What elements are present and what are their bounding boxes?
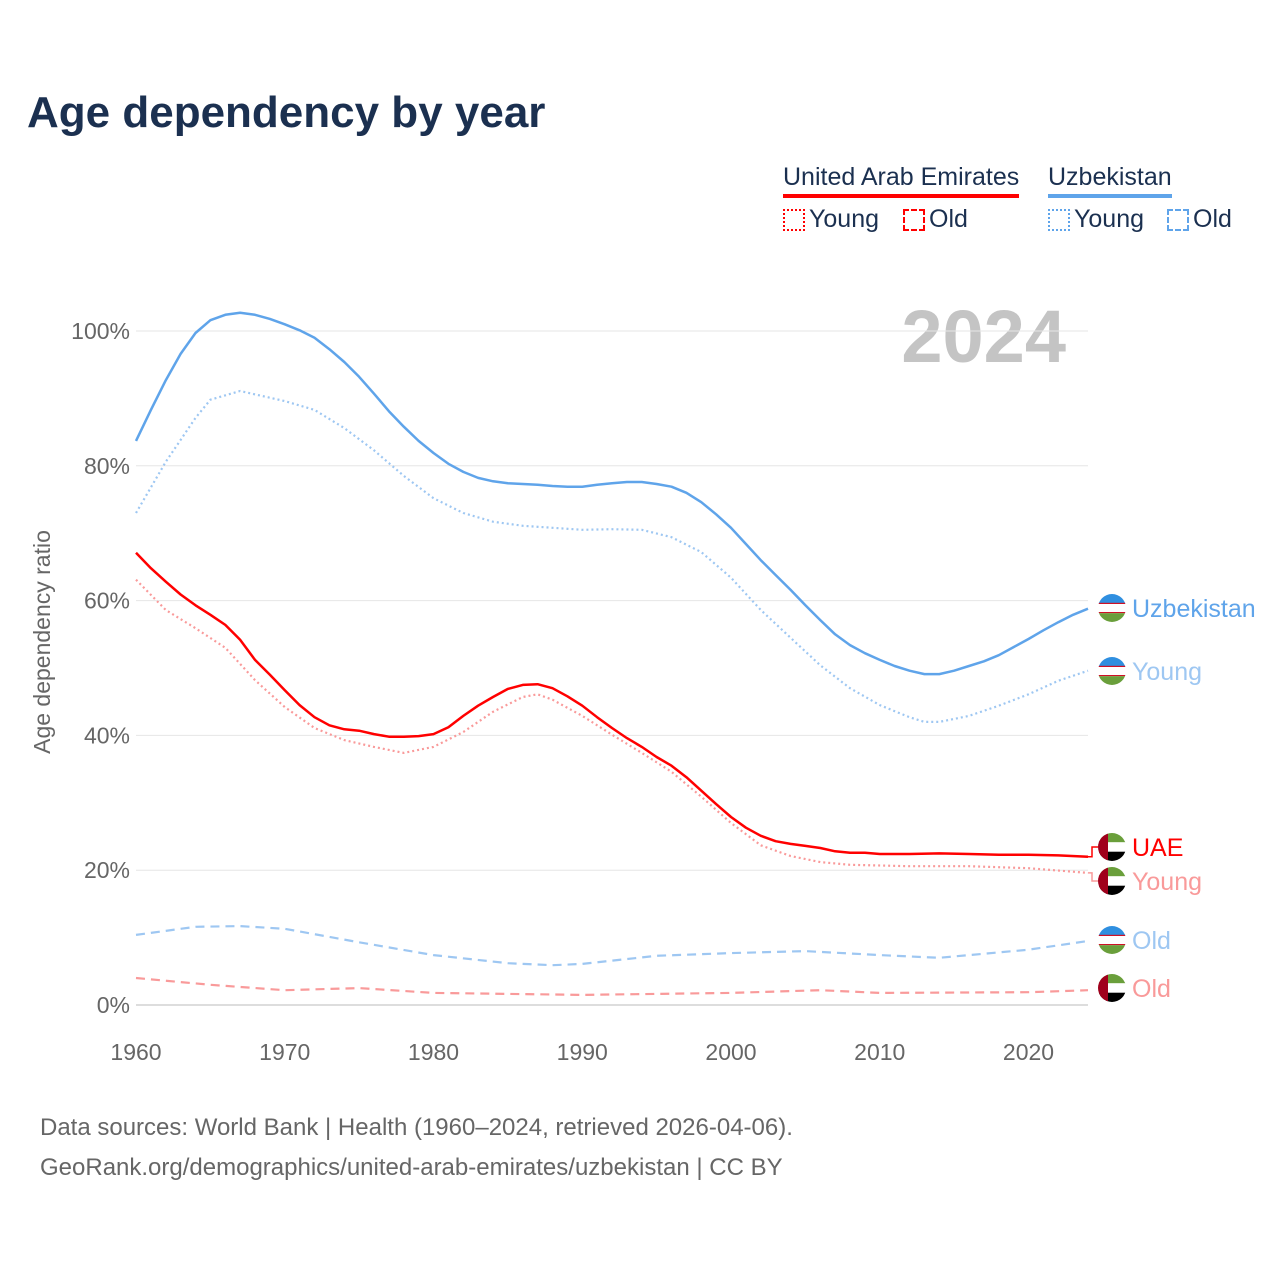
flag-stripe [1098,876,1126,886]
series-line-united-arab-emirates-young [135,578,1089,874]
legend-label: Old [929,205,968,233]
legend-uae-young[interactable]: Young [783,205,879,234]
flag-body [1098,974,1126,1002]
dotted-swatch-icon [783,208,805,231]
legend-uae[interactable]: United Arab Emirates [783,163,1020,198]
flag-body [1098,867,1126,895]
flag-stripe [1098,676,1126,685]
legend-uzbekistan-old[interactable]: Old [1167,205,1232,234]
flag-stripe [1098,666,1126,676]
y-tick-label: 0% [97,992,130,1018]
flag-stripe [1098,657,1126,667]
flag-stripe [1098,885,1126,895]
x-tick-label: 1960 [110,1039,161,1065]
legend-uzbekistan-young[interactable]: Young [1048,205,1144,234]
flag-stripe [1098,833,1126,843]
flag-stripe [1098,934,1126,936]
flag-body [1098,657,1126,685]
legend-uae-old[interactable]: Old [903,205,968,234]
series-line-uzbekistan [134,311,1089,676]
flag-stripe [1098,675,1126,677]
flag-body [1098,594,1126,622]
series-line-uzbekistan-young [135,389,1089,723]
legend-label: Old [1193,205,1232,233]
uzbekistan-flag-icon [1098,594,1126,622]
series-end-label: Old [1132,927,1171,955]
flag-stripe [1098,594,1126,604]
flag-stripe [1098,867,1126,877]
flag-stripe [1098,944,1126,946]
uzbekistan-flag-icon [1098,926,1126,954]
series-end-label: Uzbekistan [1132,595,1256,623]
footer: Data sources: World Bank | Health (1960–… [40,1108,793,1188]
legend-label: Young [1074,205,1144,233]
flag-stripe [1098,867,1108,895]
series-end-label: UAE [1132,834,1183,862]
flag-stripe [1098,833,1108,861]
series-line-united-arab-emirates-old [135,976,1089,996]
y-axis-label: Age dependency ratio [29,530,55,754]
label-connector [1088,872,1098,882]
y-tick-label: 60% [84,588,130,614]
flag-body [1098,833,1126,861]
uae-flag-icon [1098,833,1126,861]
x-tick-label: 2000 [705,1039,756,1065]
y-tick-label: 20% [84,857,130,883]
year-watermark: 2024 [901,295,1066,378]
y-tick-label: 80% [84,453,130,479]
series-end-label: Old [1132,975,1171,1003]
flag-stripe [1098,974,1126,984]
x-tick-label: 2020 [1003,1039,1054,1065]
x-tick-label: 1980 [408,1039,459,1065]
dotted-swatch-icon [1048,208,1070,231]
series-line-uzbekistan-old [135,925,1089,967]
flag-stripe [1098,612,1126,614]
y-tick-label: 100% [71,318,130,344]
flag-stripe [1098,602,1126,604]
x-tick-label: 1990 [557,1039,608,1065]
flag-stripe [1098,945,1126,954]
flag-stripe [1098,613,1126,622]
series-end-label: Young [1132,868,1202,896]
source-link[interactable]: GeoRank.org/demographics/united-arab-emi… [40,1154,783,1181]
series-end-label: Young [1132,658,1202,686]
dashed-swatch-icon [903,208,925,231]
flag-stripe [1098,842,1126,852]
flag-stripe [1098,935,1126,945]
flag-stripe [1098,926,1126,936]
label-connector [1088,846,1098,858]
x-tick-label: 1970 [259,1039,310,1065]
legend-uzbekistan[interactable]: Uzbekistan [1048,163,1172,198]
flag-stripe [1098,851,1126,861]
flag-stripe [1098,983,1126,993]
series-line-united-arab-emirates [135,551,1089,858]
flag-stripe [1098,665,1126,667]
flag-body [1098,926,1126,954]
flag-stripe [1098,992,1126,1002]
uae-flag-icon [1098,974,1126,1002]
x-tick-label: 2010 [854,1039,905,1065]
uae-flag-icon [1098,867,1126,895]
flag-stripe [1098,974,1108,1002]
legend-label: Young [809,205,879,233]
uzbekistan-flag-icon [1098,657,1126,685]
flag-stripe [1098,603,1126,613]
dashed-swatch-icon [1167,208,1189,231]
chart-title: Age dependency by year [27,88,546,137]
y-tick-label: 40% [84,722,130,748]
source-text: Data sources: World Bank | Health (1960–… [40,1114,793,1141]
